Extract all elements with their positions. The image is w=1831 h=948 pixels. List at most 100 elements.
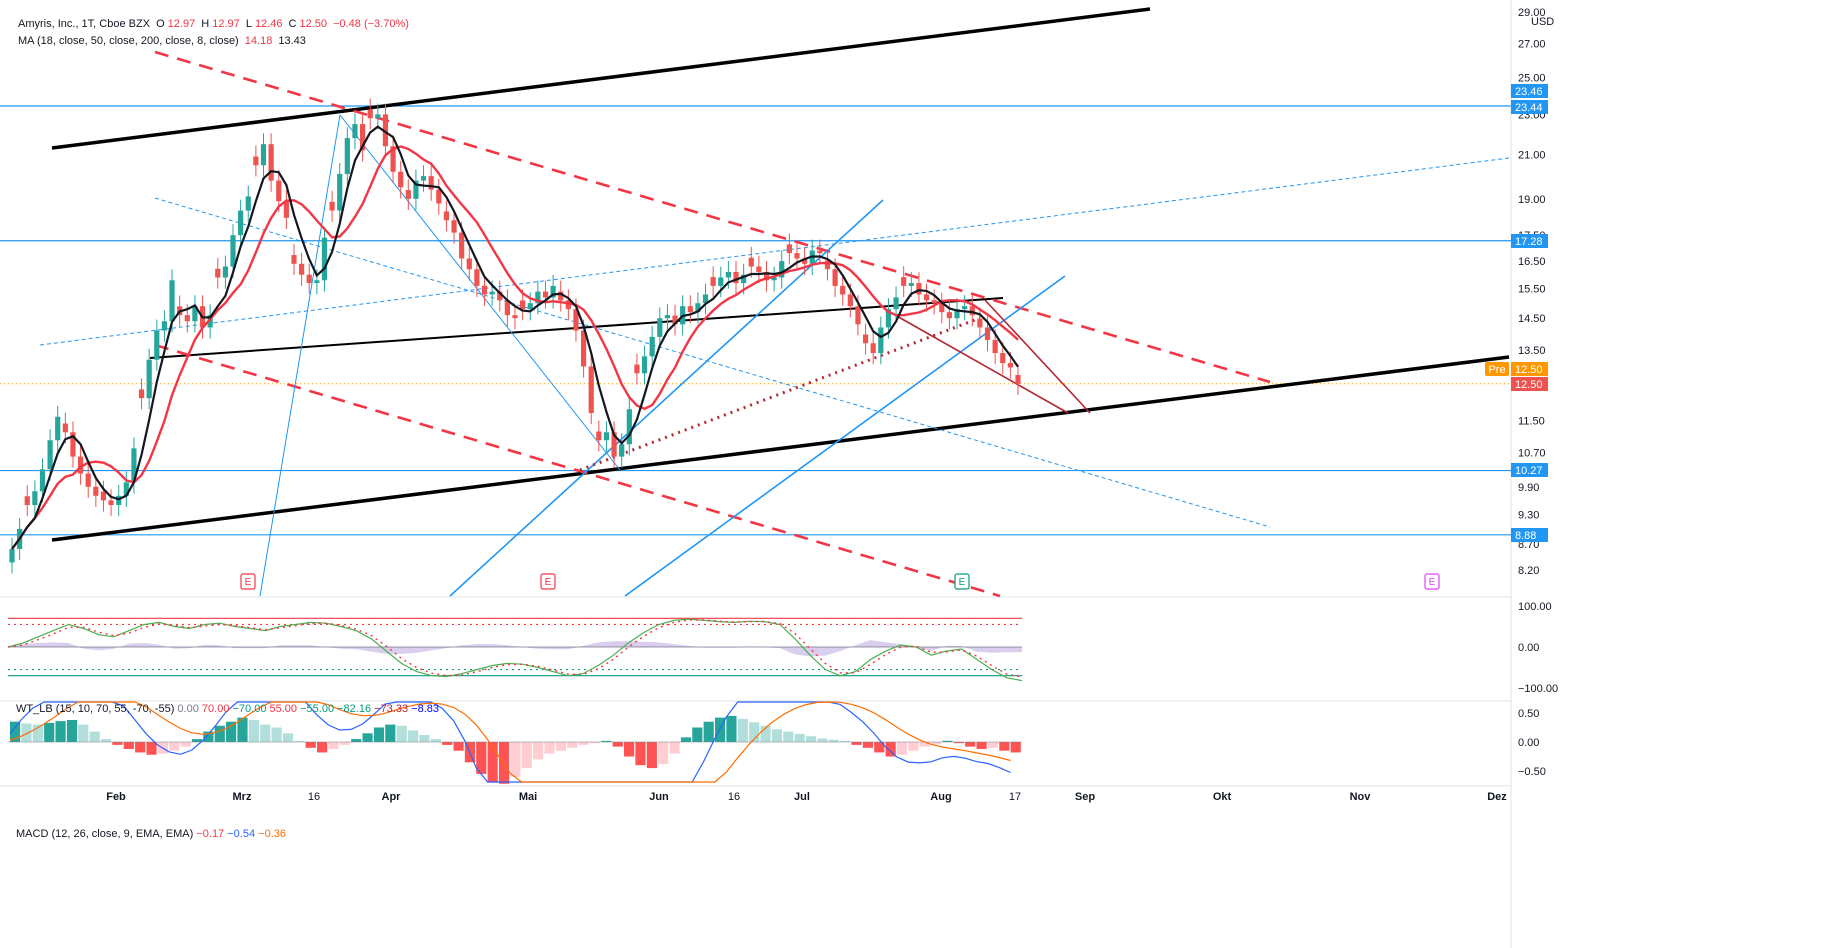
price-tag — [1511, 84, 1548, 98]
candle-body — [192, 306, 198, 322]
ma-18-line — [11, 145, 1019, 550]
candle-body — [634, 364, 640, 374]
candle-body — [352, 124, 358, 139]
downtrend-lower-line — [154, 343, 1001, 598]
price-tick-label: 27.00 — [1518, 39, 1546, 51]
candle-body — [741, 274, 747, 284]
macd-histogram-bar — [919, 742, 930, 747]
macd-histogram-bar — [931, 742, 942, 745]
macd-histogram-bar — [874, 742, 885, 753]
macd-tick-label: 0.50 — [1518, 708, 1539, 720]
macd-histogram-bar — [396, 725, 407, 742]
macd-histogram-bar — [646, 742, 657, 769]
macd-histogram-bar — [567, 742, 578, 748]
macd-histogram-bar — [703, 721, 714, 742]
macd-histogram-bar — [305, 742, 316, 748]
macd-histogram-bar — [294, 740, 305, 742]
ma-label[interactable]: MA (18, close, 50, close, 200, close, 8,… — [18, 35, 239, 47]
candle-body — [413, 180, 419, 199]
macd-histogram-bar — [760, 725, 771, 742]
wt-value-3: −70.00 — [232, 703, 267, 715]
close-value: 12.50 — [299, 18, 328, 30]
macd-histogram-bar — [169, 742, 180, 751]
macd-histogram-bar — [430, 739, 441, 742]
price-tag — [1511, 100, 1548, 114]
candle-body — [695, 303, 701, 313]
wt-value-6: −82.16 — [337, 703, 372, 715]
candle-body — [779, 261, 785, 278]
earnings-marker — [1424, 573, 1440, 590]
macd-histogram-bar — [89, 731, 100, 742]
macd-histogram-bar — [771, 729, 783, 742]
time-axis[interactable]: Feb Mrz 16 Apr Mai Jun 16 Jul Aug 17 Sep Okt Nov Dez — [106, 791, 1507, 803]
candle-body — [329, 201, 335, 211]
candle-body — [771, 277, 777, 281]
candle-body — [527, 303, 533, 310]
dashed-trend-line — [39, 157, 1510, 346]
macd-histogram-bar — [896, 742, 908, 755]
macd-line — [9, 701, 1011, 783]
candle-body — [344, 138, 350, 174]
macd-histogram-bar — [612, 742, 623, 747]
candle-body — [596, 431, 602, 441]
macd-histogram-bar — [749, 722, 760, 742]
candle-body — [512, 315, 518, 319]
candle-body — [9, 548, 15, 563]
candle-body — [405, 190, 411, 199]
candle-body — [131, 448, 137, 483]
earnings-marker — [240, 573, 256, 590]
close-label: C — [288, 18, 297, 30]
candle-body — [649, 336, 655, 357]
macd-histogram-bar — [999, 742, 1010, 751]
candle-body — [230, 235, 236, 267]
candle-body — [375, 114, 381, 119]
candle-body — [314, 280, 320, 284]
candle-body — [565, 300, 571, 310]
macd-histogram-bar — [476, 742, 487, 774]
macd-histogram-bar — [55, 721, 66, 742]
candle-body — [817, 250, 823, 254]
wedge-line — [894, 314, 1069, 414]
candle-body — [1007, 363, 1013, 368]
horizontal-levels — [0, 105, 1511, 536]
candle-body — [718, 277, 724, 286]
candle-body — [428, 176, 434, 190]
price-tick-label: 14.50 — [1518, 313, 1546, 325]
price-tag — [1511, 377, 1548, 391]
price-tick-label: 25.00 — [1518, 73, 1546, 85]
candle-body — [77, 456, 84, 474]
time-tick-label: Jun — [649, 791, 669, 803]
candle-body — [969, 306, 975, 316]
wt-label[interactable]: WT_LB (15, 10, 70, 55, -70, -55) — [16, 703, 175, 715]
price-tag-label: 23.44 — [1515, 102, 1543, 114]
open-value: 12.97 — [167, 18, 196, 30]
macd-label[interactable]: MACD (12, 26, close, 9, EMA, EMA) — [16, 828, 194, 840]
candle-body — [207, 315, 213, 328]
candle-body — [436, 189, 442, 204]
earnings-marker — [540, 573, 556, 590]
macd-histogram-bar — [680, 737, 692, 742]
candle-body — [367, 109, 373, 119]
candle-body — [443, 211, 450, 221]
macd-histogram-bar — [624, 742, 635, 757]
macd-histogram-bar — [555, 742, 566, 751]
candle-body — [504, 300, 510, 316]
macd-histogram-bar — [805, 736, 817, 742]
macd-histogram-bar — [180, 742, 191, 747]
candle-body — [931, 300, 937, 304]
candle-body — [55, 416, 61, 441]
macd-histogram-bar — [203, 731, 214, 742]
candle-body — [702, 294, 709, 304]
candle-body — [885, 309, 892, 328]
time-tick-label: Aug — [930, 791, 951, 803]
symbol-title[interactable]: Amyris, Inc., 1T, Cboe BZX — [18, 18, 151, 30]
channel-upper-line — [51, 7, 1151, 150]
candle-body — [984, 327, 991, 341]
macd-legend: MACD (12, 26, close, 9, EMA, EMA) −0.17 … — [16, 828, 286, 840]
candle-body — [481, 285, 488, 295]
candle-body — [321, 237, 328, 281]
